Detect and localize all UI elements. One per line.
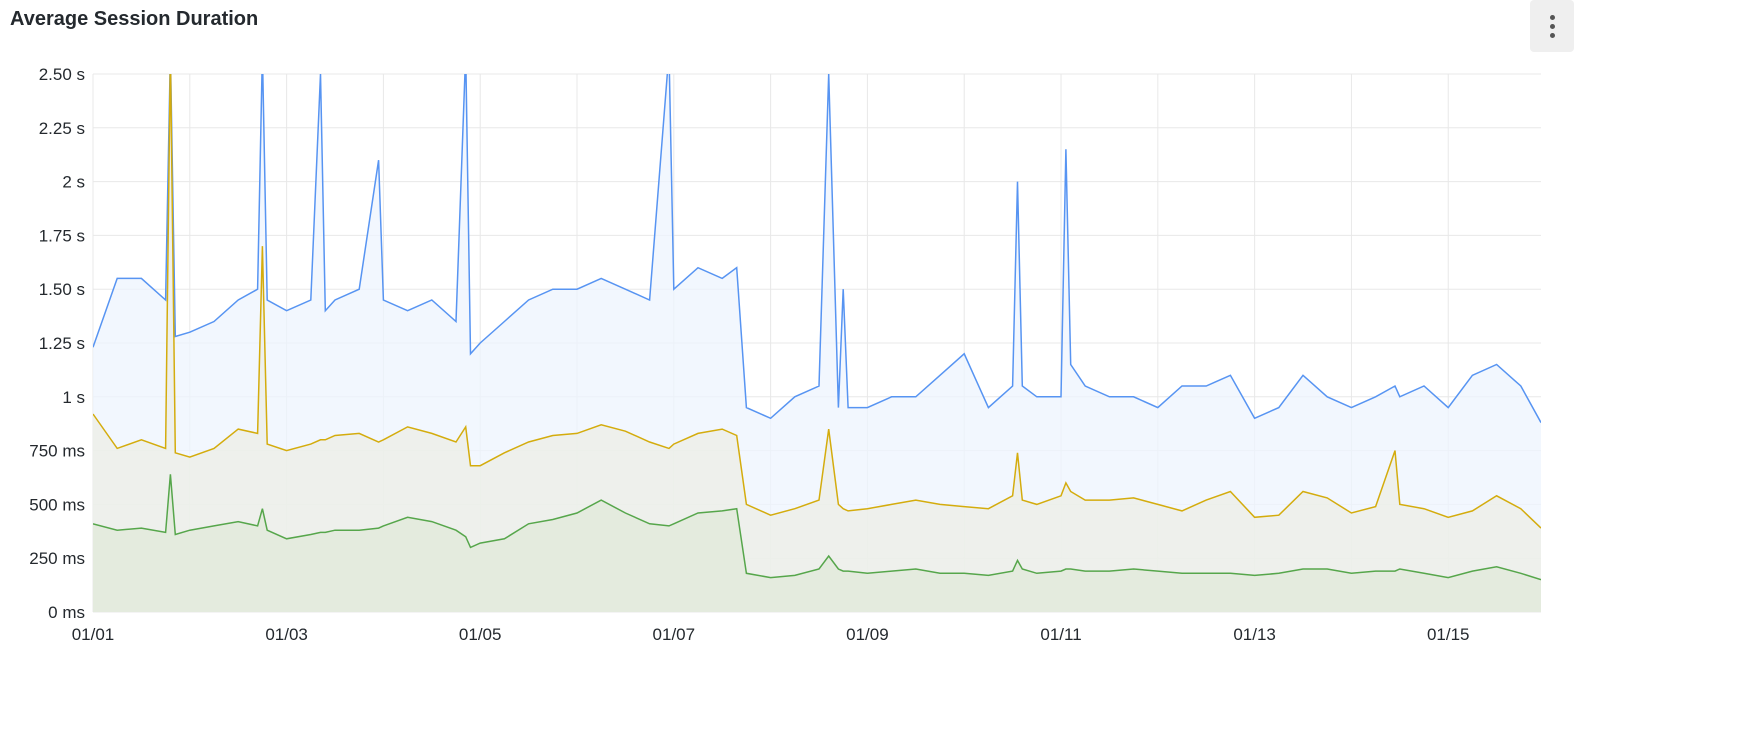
kebab-vertical-icon <box>1549 32 1555 38</box>
y-tick-label: 750 ms <box>29 442 85 461</box>
y-tick-label: 250 ms <box>29 549 85 568</box>
x-tick-label: 01/15 <box>1427 625 1470 644</box>
y-tick-label: 2.25 s <box>39 119 85 138</box>
x-tick-label: 01/13 <box>1233 625 1276 644</box>
y-tick-label: 500 ms <box>29 495 85 514</box>
x-tick-label: 01/07 <box>653 625 696 644</box>
series-0-line <box>93 74 1541 423</box>
series-2-line <box>93 474 1541 581</box>
x-tick-label: 01/01 <box>72 625 115 644</box>
x-tick-label: 01/05 <box>459 625 502 644</box>
x-tick-label: 01/03 <box>265 625 308 644</box>
y-tick-label: 2.50 s <box>39 65 85 84</box>
y-tick-label: 1 s <box>62 388 85 407</box>
y-tick-label: 1.50 s <box>39 280 85 299</box>
x-tick-label: 01/09 <box>846 625 889 644</box>
y-tick-label: 0 ms <box>48 603 85 622</box>
panel-title: Average Session Duration <box>10 8 259 30</box>
kebab-vertical-icon <box>1549 23 1555 29</box>
series-1-line <box>93 74 1541 529</box>
y-tick-label: 1.25 s <box>39 334 85 353</box>
kebab-vertical-icon <box>1549 14 1555 20</box>
series-1-area <box>93 74 1541 612</box>
series-2-area <box>93 474 1541 612</box>
x-tick-label: 01/11 <box>1040 625 1081 644</box>
y-tick-label: 1.75 s <box>39 226 85 245</box>
panel-menu-button[interactable] <box>1530 0 1574 52</box>
y-tick-label: 2 s <box>62 173 85 192</box>
